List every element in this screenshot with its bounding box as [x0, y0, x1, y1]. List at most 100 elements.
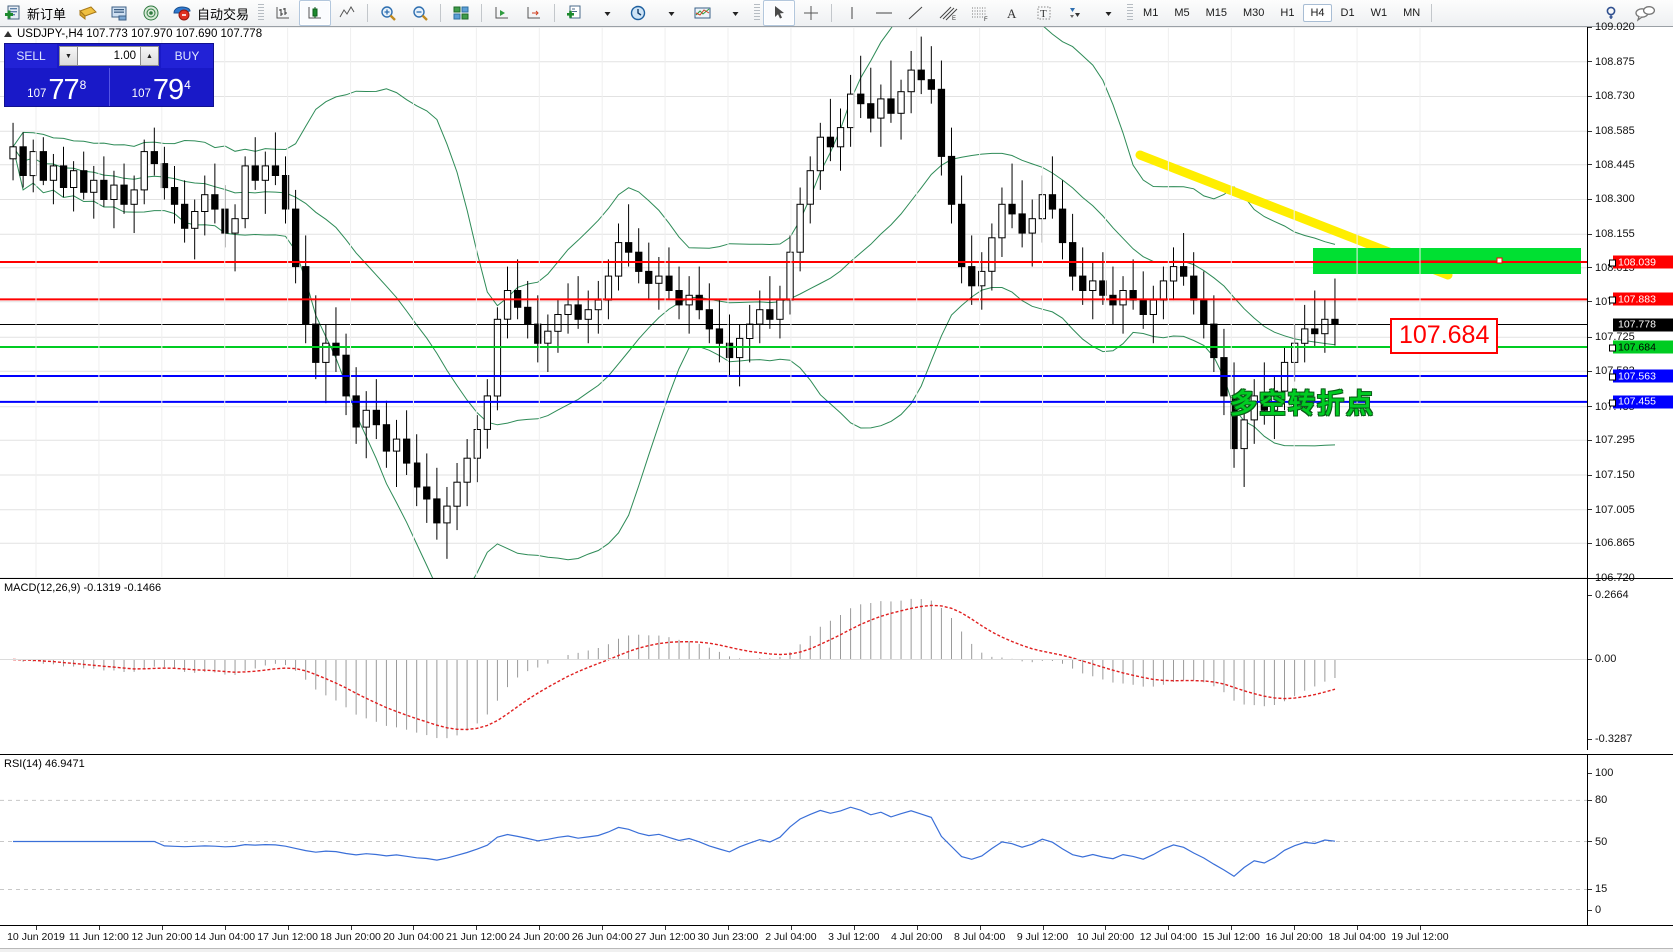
- price-chart-pane[interactable]: 109.020 108.875 108.730 108.585 108.445 108.3…: [0, 21, 1673, 584]
- sell-button[interactable]: SELL: [5, 44, 57, 68]
- time-tick-label: 16 Jul 20:00: [1265, 931, 1323, 943]
- indicators-button[interactable]: [559, 0, 591, 26]
- crosshair-icon: [804, 6, 819, 20]
- macd-plot-area[interactable]: [0, 579, 1587, 750]
- period-button[interactable]: [623, 0, 655, 26]
- time-tick-mark: [287, 926, 289, 930]
- price-level-label-pivot-level[interactable]: 107.684: [1609, 340, 1673, 354]
- chart-annotation-note[interactable]: 多空转折点: [1230, 389, 1375, 419]
- volume-decrement-button[interactable]: ▼: [59, 46, 78, 66]
- price-level-label-support-upper[interactable]: 107.563: [1609, 369, 1673, 383]
- timeframe-h4[interactable]: H4: [1303, 4, 1332, 22]
- shift-end-button[interactable]: [486, 0, 518, 26]
- price-level-label-support-lower[interactable]: 107.455: [1609, 395, 1673, 409]
- terminal-button[interactable]: [104, 0, 136, 26]
- timeframe-mn[interactable]: MN: [1403, 7, 1421, 19]
- time-tick-mark: [1294, 926, 1296, 930]
- price-level-label-resistance-upper[interactable]: 108.039: [1609, 255, 1673, 269]
- time-tick-mark: [1420, 926, 1421, 930]
- wallet-button[interactable]: [72, 0, 104, 26]
- vertical-line-button[interactable]: [836, 0, 868, 26]
- time-tick-mark: [979, 926, 981, 930]
- line-chart-button[interactable]: [331, 0, 363, 26]
- rsi-plot-area[interactable]: [0, 755, 1587, 925]
- trendline-button[interactable]: [900, 0, 932, 26]
- candlestick-chart-button[interactable]: [299, 0, 332, 26]
- templates-button[interactable]: [687, 0, 719, 26]
- buy-price-display[interactable]: 107 79 4: [108, 68, 214, 106]
- chevron-down-icon: [732, 12, 739, 16]
- price-plot-area[interactable]: [0, 27, 1587, 578]
- rsi-axis[interactable]: 100 80 50 15 0: [1587, 755, 1673, 925]
- templates-dropdown[interactable]: [719, 0, 751, 26]
- rsi-pane[interactable]: RSI(14) 46.9471 100 80 50 15 0: [0, 754, 1673, 925]
- time-tick-mark: [476, 926, 478, 930]
- drawing-toolbar-grip[interactable]: [754, 4, 761, 22]
- sell-price-display[interactable]: 107 77 8: [5, 68, 109, 106]
- timeframe-w1[interactable]: W1: [1370, 7, 1388, 19]
- main-toolbar: 新订单: [0, 0, 1673, 27]
- timeframe-toolbar-grip[interactable]: [1127, 4, 1134, 22]
- time-tick-label: 12 Jul 04:00: [1139, 931, 1197, 943]
- search-button[interactable]: [1597, 0, 1629, 26]
- chevron-down-icon: [1105, 12, 1112, 16]
- timeframe-m1[interactable]: M1: [1143, 7, 1159, 19]
- collapse-triangle-icon[interactable]: [4, 31, 12, 37]
- autotrade-button[interactable]: 自动交易: [168, 0, 255, 26]
- macd-tick: 0.2664: [1588, 589, 1629, 601]
- price-tick: 108.155: [1588, 228, 1635, 240]
- volume-increment-button[interactable]: ▲: [140, 46, 159, 66]
- time-tick-mark: [1168, 926, 1170, 930]
- time-tick-mark: [1105, 926, 1107, 930]
- svg-text:T: T: [1040, 8, 1047, 20]
- time-tick-mark: [350, 926, 352, 930]
- navigator-button[interactable]: [136, 0, 168, 26]
- auto-scroll-button[interactable]: [518, 0, 550, 26]
- buy-button[interactable]: BUY: [161, 44, 213, 68]
- price-level-label-resistance-lower[interactable]: 107.883: [1609, 292, 1673, 306]
- new-order-button[interactable]: 新订单: [0, 0, 72, 26]
- price-level-label-current-price[interactable]: 107.778: [1613, 318, 1673, 332]
- text-button[interactable]: A: [996, 0, 1028, 26]
- chat-button[interactable]: [1629, 0, 1661, 26]
- price-axis[interactable]: 109.020 108.875 108.730 108.585 108.445 108.3…: [1587, 21, 1673, 584]
- text-label-button[interactable]: T: [1028, 0, 1060, 26]
- fibonacci-button[interactable]: F: [964, 0, 996, 26]
- shapes-dropdown[interactable]: [1092, 0, 1124, 26]
- price-callout[interactable]: 107.684: [1390, 318, 1499, 354]
- timeframe-m15[interactable]: M15: [1205, 7, 1227, 19]
- time-tick-label: 21 Jun 12:00: [446, 931, 507, 943]
- zoom-out-button[interactable]: [404, 0, 436, 26]
- price-chart-svg: [0, 27, 1587, 578]
- volume-input[interactable]: 1.00: [78, 46, 140, 66]
- timeframe-group: M1 M5 M15 M30 H1 H4 D1 W1 MN: [1136, 4, 1427, 22]
- tile-windows-button[interactable]: [445, 0, 477, 26]
- price-tick: 106.865: [1588, 537, 1635, 549]
- timeframe-m30[interactable]: M30: [1243, 7, 1265, 19]
- templates-icon: [694, 7, 711, 19]
- rsi-chart-svg: [0, 799, 1587, 890]
- timeframe-h1[interactable]: H1: [1280, 7, 1295, 19]
- period-dropdown[interactable]: [655, 0, 687, 26]
- horizontal-line-button[interactable]: [868, 0, 900, 26]
- time-tick-mark: [413, 926, 415, 930]
- crosshair-button[interactable]: [795, 0, 827, 26]
- time-axis[interactable]: 10 Jun 2019 11 Jun 12:00 12 Jun 20:00 14 Ju…: [0, 925, 1673, 951]
- one-click-trading-panel[interactable]: SELL ▼ 1.00 ▲ BUY 107 77 8 107 79 4: [4, 43, 214, 107]
- timeframe-m5[interactable]: M5: [1174, 7, 1190, 19]
- indicators-dropdown[interactable]: [591, 0, 623, 26]
- shapes-icon: [1070, 8, 1081, 18]
- zoom-in-button[interactable]: [372, 0, 404, 26]
- shapes-button[interactable]: [1060, 0, 1092, 26]
- price-tick: 108.445: [1588, 159, 1635, 171]
- toolbar-grip[interactable]: [258, 4, 265, 22]
- navigator-icon: [143, 5, 159, 21]
- equidistant-channel-button[interactable]: E: [932, 0, 964, 26]
- cursor-button[interactable]: [763, 0, 796, 26]
- rsi-tick: 80: [1588, 794, 1607, 806]
- bar-chart-button[interactable]: [267, 0, 299, 26]
- macd-axis[interactable]: 0.2664 0.00 -0.3287: [1587, 579, 1673, 750]
- macd-pane[interactable]: MACD(12,26,9) -0.1319 -0.1466 0.2664 0.00…: [0, 578, 1673, 750]
- timeframe-d1[interactable]: D1: [1340, 7, 1355, 19]
